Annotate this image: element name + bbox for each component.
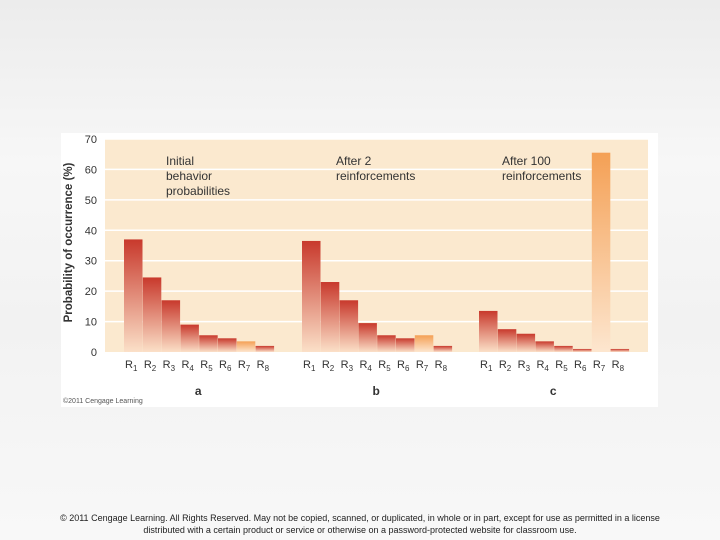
bar-a-R1	[124, 239, 143, 352]
bar-c-R8	[610, 348, 630, 352]
panel-annotation-a: behavior	[166, 169, 212, 183]
x-tick-label: R5	[555, 359, 568, 373]
y-tick-label: 50	[85, 195, 97, 207]
x-tick-label: R2	[144, 359, 157, 373]
bar-a-R4	[180, 324, 199, 352]
x-tick-label: R4	[359, 359, 372, 373]
x-tick-label: R2	[499, 359, 512, 373]
y-tick-label: 40	[85, 225, 97, 237]
x-tick-label: R4	[181, 359, 194, 373]
panel-annotation-a: probabilities	[166, 184, 230, 198]
y-tick-label: 60	[85, 164, 97, 176]
bar-b-R8	[433, 345, 453, 352]
x-tick-label: R7	[416, 359, 429, 373]
x-tick-label: R8	[612, 359, 625, 373]
x-tick-label: R2	[322, 359, 335, 373]
panel-annotation-a: Initial	[166, 154, 194, 168]
y-tick-label: 30	[85, 256, 97, 268]
panel-letter-b: b	[373, 384, 380, 398]
x-tick-label: R6	[574, 359, 587, 373]
footer-line-1: © 2011 Cengage Learning. All Rights Rese…	[60, 513, 660, 523]
x-tick-label: R5	[200, 359, 213, 373]
panel-annotation-c: reinforcements	[502, 169, 581, 183]
bar-c-R1	[479, 310, 498, 352]
y-tick-label: 10	[85, 317, 97, 329]
y-axis-label: Probability of occurrence (%)	[63, 162, 75, 322]
bar-c-R6	[573, 348, 592, 352]
footer-line-2: distributed with a certain product or se…	[143, 525, 577, 535]
bar-c-R7	[591, 152, 611, 352]
x-tick-label: R7	[238, 359, 251, 373]
bar-b-R7	[414, 335, 434, 352]
x-tick-label: R3	[518, 359, 531, 373]
x-tick-label: R6	[397, 359, 410, 373]
x-tick-label: R4	[536, 359, 549, 373]
panel-annotation-b: After 2	[336, 154, 372, 168]
x-tick-label: R1	[303, 359, 316, 373]
bar-c-R5	[554, 345, 573, 352]
x-tick-label: R8	[257, 359, 270, 373]
x-tick-label: R6	[219, 359, 232, 373]
panel-annotation-c: After 100	[502, 154, 551, 168]
bar-c-R4	[535, 341, 554, 352]
bar-a-R7	[236, 341, 256, 352]
panel-annotation-b: reinforcements	[336, 169, 415, 183]
bar-b-R6	[396, 338, 415, 352]
x-tick-label: R3	[163, 359, 176, 373]
bar-b-R1	[302, 240, 321, 352]
bar-a-R2	[142, 277, 162, 352]
figure-panel: 0 10 20 30 40 50 60 70 Probability of occurrence…	[61, 133, 658, 407]
y-tick-label: 70	[85, 134, 97, 146]
bar-b-R2	[320, 282, 340, 352]
bar-chart: 0 10 20 30 40 50 60 70 Probability of occurrence…	[63, 134, 648, 405]
x-tick-label: R7	[593, 359, 606, 373]
panel-letter-a: a	[195, 384, 202, 398]
panel-letter-c: c	[550, 384, 557, 398]
x-tick-label: R1	[125, 359, 138, 373]
bar-c-R3	[516, 333, 536, 352]
y-tick-label: 0	[91, 347, 97, 359]
bar-a-R5	[199, 335, 218, 352]
x-tick-label: R3	[341, 359, 354, 373]
figure-credit: ©2011 Cengage Learning	[63, 397, 143, 405]
bar-a-R3	[161, 300, 181, 352]
bar-b-R5	[377, 335, 396, 352]
x-tick-label: R1	[480, 359, 493, 373]
bar-a-R8	[255, 345, 275, 352]
plot-background	[105, 139, 648, 352]
y-tick-label: 20	[85, 286, 97, 298]
bar-b-R4	[358, 323, 377, 352]
x-tick-label: R5	[378, 359, 391, 373]
copyright-footer: © 2011 Cengage Learning. All Rights Rese…	[0, 512, 720, 536]
x-tick-label: R8	[435, 359, 448, 373]
bar-a-R6	[218, 338, 237, 352]
bar-b-R3	[339, 300, 359, 352]
bar-c-R2	[497, 329, 517, 352]
